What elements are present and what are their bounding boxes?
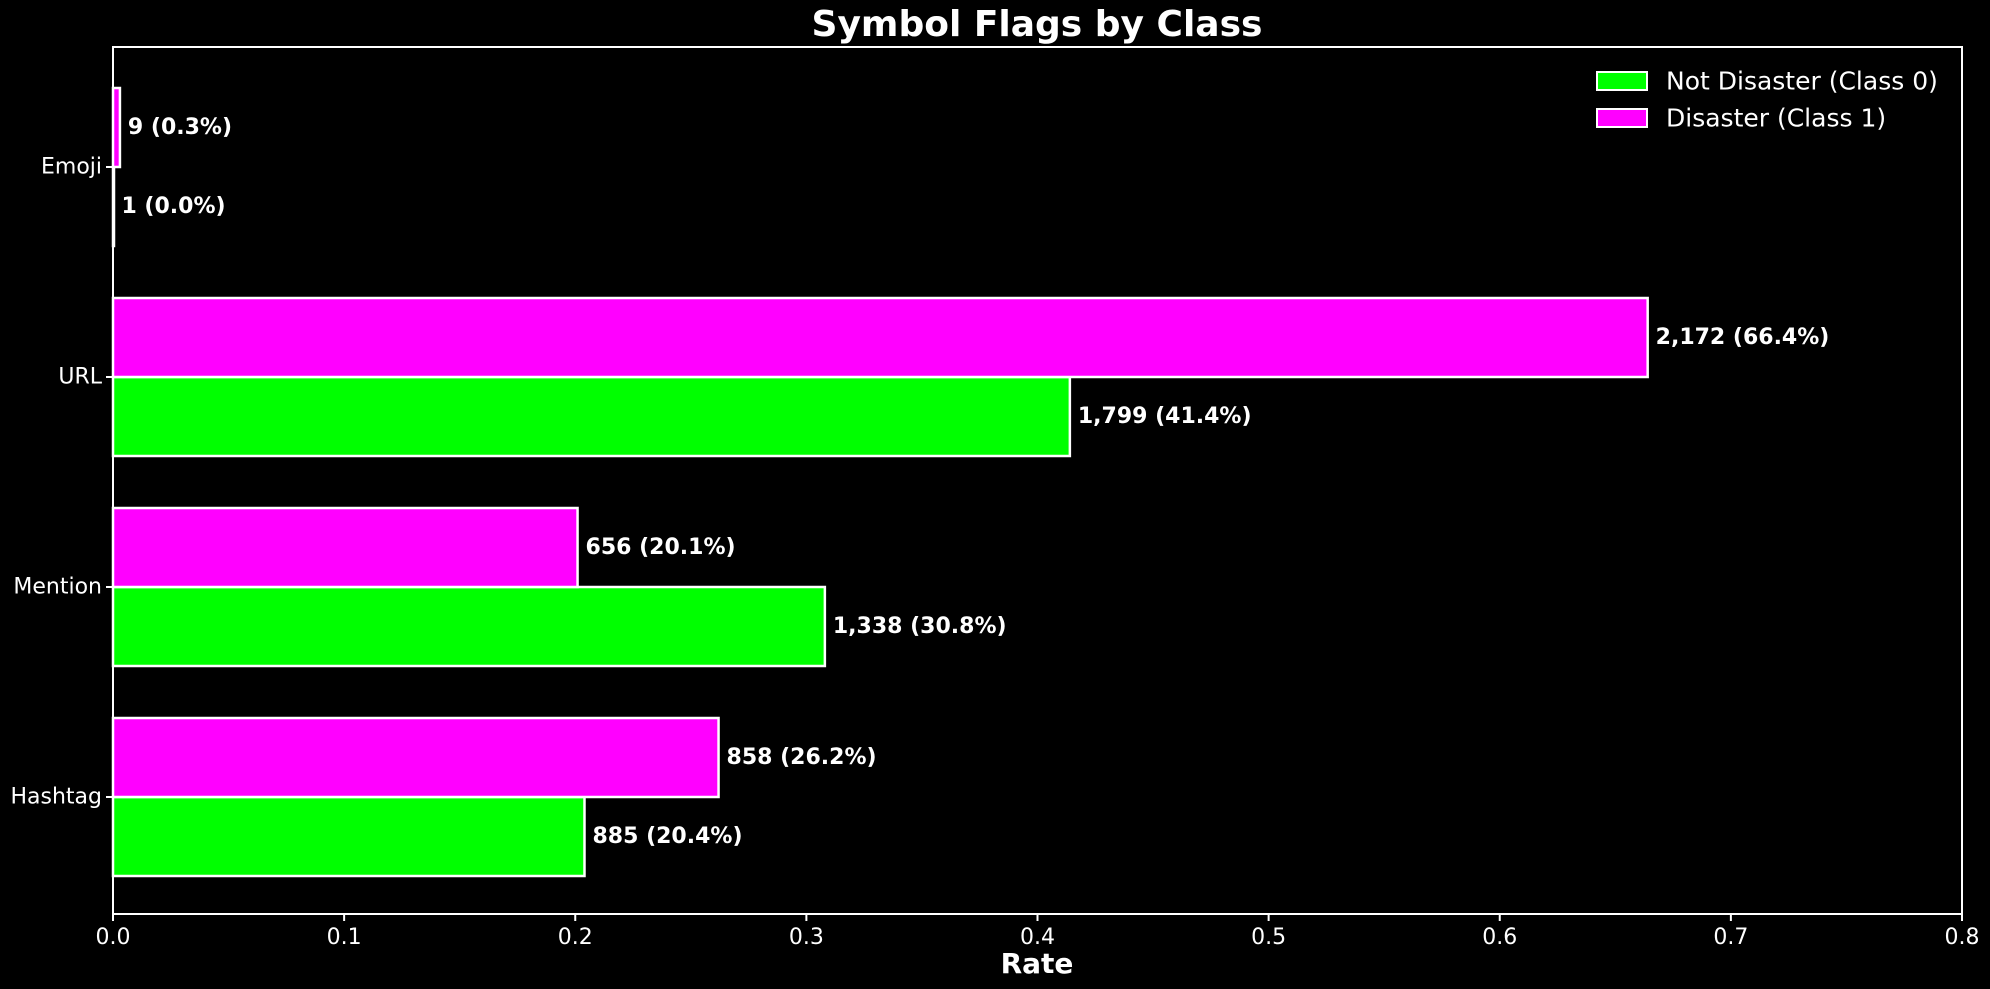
- bar-value-label-url-not-disaster-class-0: 1,799 (41.4%): [1078, 404, 1252, 429]
- y-tick-label-mention: Mention: [13, 575, 102, 600]
- x-tick-label-7: 0.7: [1713, 925, 1748, 950]
- bar-value-label-url-disaster-class-1: 2,172 (66.4%): [1656, 325, 1830, 350]
- legend-label-disaster-class-1: Disaster (Class 1): [1666, 104, 1886, 133]
- bar-value-label-emoji-disaster-class-1: 9 (0.3%): [128, 115, 232, 140]
- x-axis-label: Rate: [1001, 947, 1074, 980]
- bar-mention-not-disaster-class-0: [111, 585, 827, 668]
- bar-hashtag-disaster-class-1: [111, 716, 720, 799]
- bar-url-disaster-class-1: [111, 296, 1649, 379]
- legend: Not Disaster (Class 0) Disaster (Class 1): [1596, 67, 1938, 133]
- x-tick-label-1: 0.1: [327, 925, 362, 950]
- x-tick-label-2: 0.2: [558, 925, 593, 950]
- y-tick-label-emoji: Emoji: [41, 155, 102, 180]
- bar-emoji-disaster-class-1: [111, 86, 122, 169]
- bar-value-label-hashtag-disaster-class-1: 858 (26.2%): [727, 745, 877, 770]
- x-tick-label-8: 0.8: [1945, 925, 1980, 950]
- x-tick-label-4: 0.4: [1020, 925, 1055, 950]
- bar-url-not-disaster-class-0: [111, 375, 1072, 458]
- chart-title: Symbol Flags by Class: [812, 4, 1263, 45]
- x-tick-label-3: 0.3: [789, 925, 824, 950]
- bar-value-label-hashtag-not-disaster-class-0: 885 (20.4%): [592, 824, 742, 849]
- axes-layer: Hashtag Mention URL Emoji 0.0 0.1 0.2 0.3 0.4 0.5…: [10, 46, 1980, 950]
- labels-layer: 885 (20.4%) 858 (26.2%) 1,338 (30.8%) 656 (…: [121, 115, 1829, 849]
- bar-value-label-mention-disaster-class-1: 656 (20.1%): [586, 535, 736, 560]
- x-tick-label-5: 0.5: [1251, 925, 1286, 950]
- legend-swatch-not-disaster-class-0: [1596, 71, 1648, 91]
- legend-label-not-disaster-class-0: Not Disaster (Class 0): [1666, 67, 1938, 96]
- legend-swatch-disaster-class-1: [1596, 108, 1648, 128]
- bar-value-label-emoji-not-disaster-class-0: 1 (0.0%): [121, 194, 225, 219]
- y-tick-label-hashtag: Hashtag: [10, 785, 102, 810]
- x-tick-label-6: 0.6: [1482, 925, 1517, 950]
- x-tick-label-0: 0.0: [96, 925, 131, 950]
- bar-hashtag-not-disaster-class-0: [111, 795, 586, 878]
- bar-mention-disaster-class-1: [111, 506, 579, 589]
- y-tick-label-url: URL: [58, 365, 102, 390]
- bars-layer: [111, 86, 1649, 878]
- bar-value-label-mention-not-disaster-class-0: 1,338 (30.8%): [833, 614, 1007, 639]
